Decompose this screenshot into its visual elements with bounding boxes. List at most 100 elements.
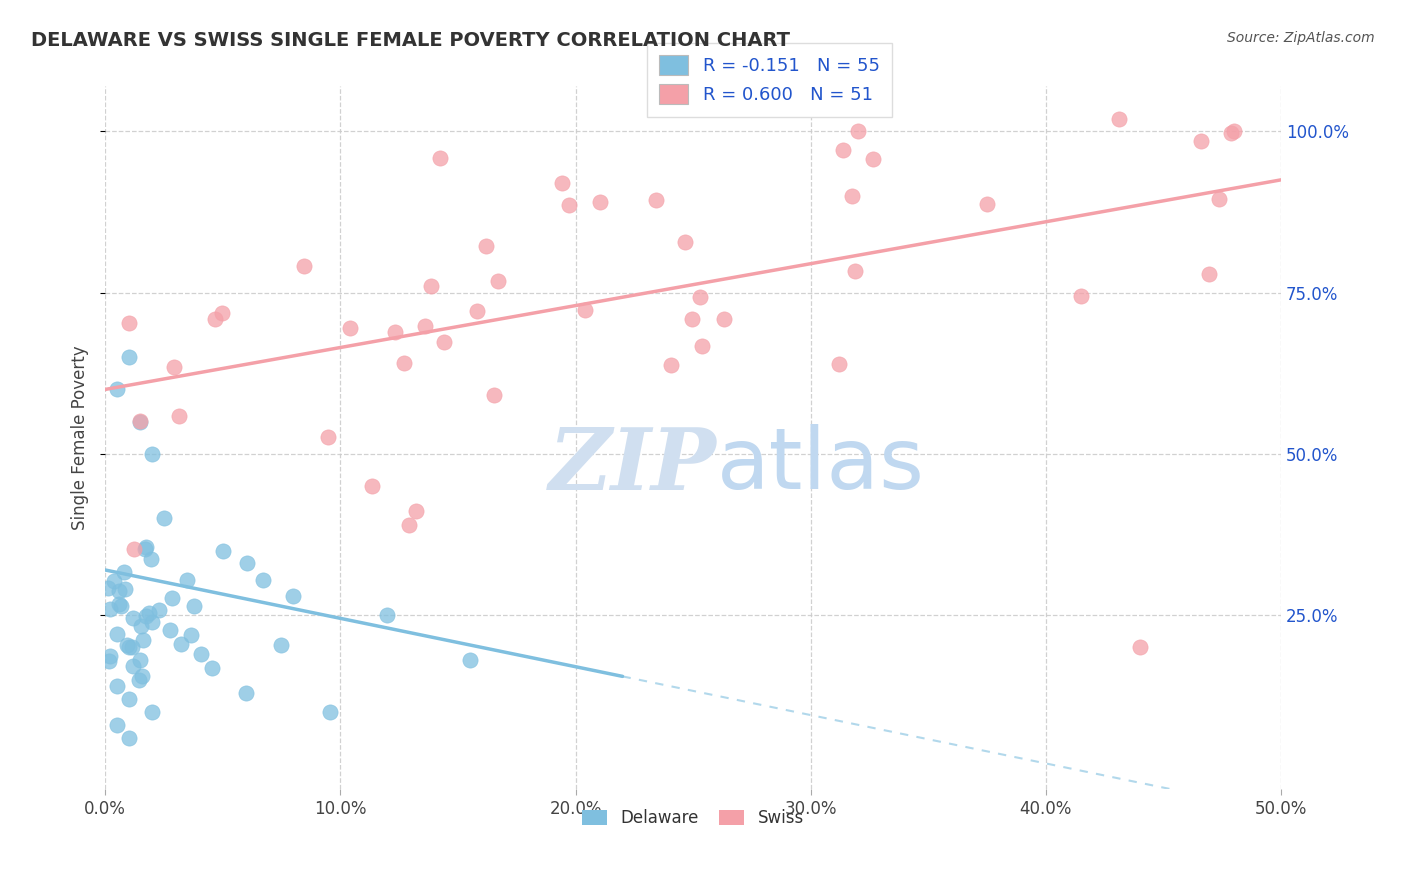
Point: [103, 574, 125, 588]
Point: [105, 717, 128, 731]
Point: [841, 189, 863, 203]
Point: [252, 573, 274, 587]
Point: [118, 731, 141, 745]
Point: [180, 628, 202, 642]
Point: [211, 306, 233, 320]
Point: [122, 541, 145, 556]
Point: [429, 152, 451, 166]
Point: [270, 638, 292, 652]
Point: [681, 312, 703, 326]
Point: [235, 556, 257, 570]
Point: [117, 638, 139, 652]
Point: [118, 640, 141, 655]
Point: [557, 198, 579, 212]
Point: [131, 668, 153, 682]
Point: [551, 177, 574, 191]
Point: [132, 632, 155, 647]
Point: [201, 661, 224, 675]
Point: [139, 552, 162, 566]
Point: [413, 319, 436, 334]
Point: [121, 640, 143, 654]
Point: [129, 415, 152, 429]
Point: [141, 447, 163, 461]
Point: [98, 602, 121, 616]
Point: [475, 239, 498, 253]
Point: [108, 583, 131, 598]
Point: [405, 504, 427, 518]
Point: [204, 311, 226, 326]
Point: [118, 350, 141, 364]
Point: [1223, 124, 1246, 138]
Point: [689, 290, 711, 304]
Point: [183, 599, 205, 613]
Point: [160, 591, 183, 605]
Point: [134, 541, 156, 556]
Point: [129, 619, 152, 633]
Point: [318, 706, 340, 720]
Point: [122, 658, 145, 673]
Point: [98, 648, 121, 663]
Point: [98, 654, 121, 668]
Point: [105, 627, 128, 641]
Point: [135, 608, 157, 623]
Point: [832, 143, 855, 157]
Point: [361, 479, 384, 493]
Point: [129, 653, 152, 667]
Point: [163, 359, 186, 374]
Point: [713, 312, 735, 326]
Point: [465, 303, 488, 318]
Point: [1198, 267, 1220, 281]
Text: DELAWARE VS SWISS SINGLE FEMALE POVERTY CORRELATION CHART: DELAWARE VS SWISS SINGLE FEMALE POVERTY …: [31, 31, 790, 50]
Y-axis label: Single Female Poverty: Single Female Poverty: [72, 345, 89, 530]
Point: [211, 543, 233, 558]
Point: [128, 673, 150, 687]
Point: [384, 326, 406, 340]
Point: [458, 653, 481, 667]
Point: [1129, 640, 1152, 655]
Point: [135, 540, 157, 554]
Point: [844, 264, 866, 278]
Point: [659, 358, 682, 372]
Point: [128, 414, 150, 428]
Point: [110, 599, 132, 613]
Point: [121, 611, 143, 625]
Point: [114, 582, 136, 596]
Point: [862, 152, 884, 166]
Text: ZIP: ZIP: [548, 425, 717, 508]
Point: [107, 597, 129, 611]
Point: [1108, 112, 1130, 126]
Point: [105, 679, 128, 693]
Point: [141, 705, 163, 719]
Point: [828, 357, 851, 371]
Point: [420, 278, 443, 293]
Text: Source: ZipAtlas.com: Source: ZipAtlas.com: [1227, 31, 1375, 45]
Point: [690, 339, 713, 353]
Point: [148, 603, 170, 617]
Point: [1070, 289, 1092, 303]
Point: [235, 686, 257, 700]
Point: [398, 518, 420, 533]
Point: [645, 193, 668, 207]
Point: [673, 235, 696, 249]
Point: [589, 194, 612, 209]
Legend: Delaware, Swiss: Delaware, Swiss: [576, 802, 810, 834]
Point: [392, 356, 415, 370]
Point: [97, 581, 120, 595]
Point: [339, 321, 361, 335]
Point: [976, 197, 998, 211]
Point: [176, 574, 198, 588]
Point: [1189, 135, 1212, 149]
Point: [153, 511, 176, 525]
Text: atlas: atlas: [717, 425, 925, 508]
Point: [1208, 192, 1230, 206]
Point: [1219, 126, 1241, 140]
Point: [138, 607, 160, 621]
Point: [118, 692, 141, 706]
Point: [377, 608, 399, 623]
Point: [141, 615, 163, 629]
Point: [112, 565, 135, 579]
Point: [283, 589, 305, 603]
Point: [486, 274, 509, 288]
Point: [294, 260, 316, 274]
Point: [105, 383, 128, 397]
